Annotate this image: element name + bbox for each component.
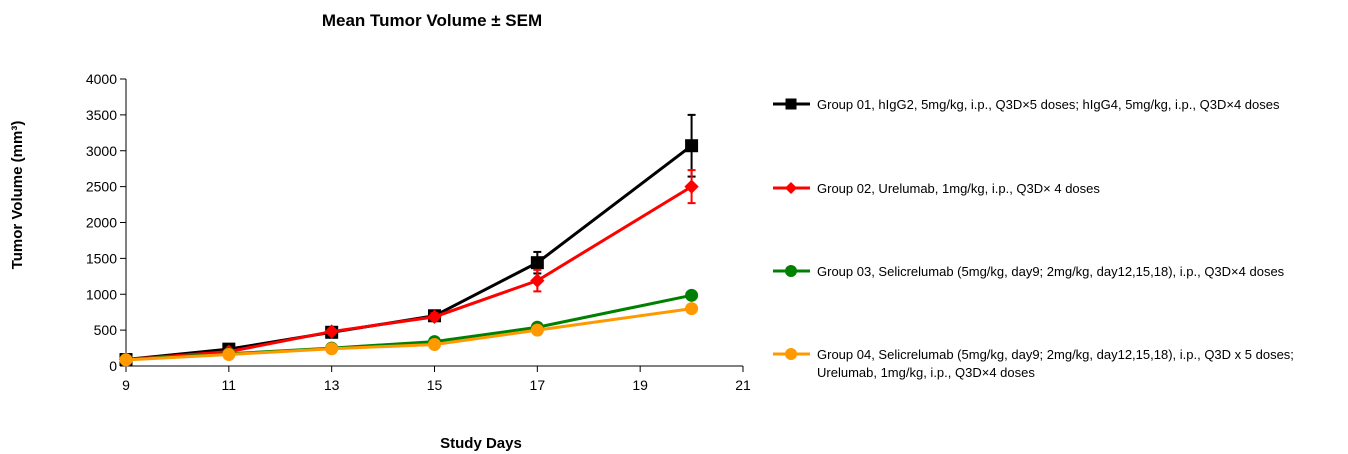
x-tick-label: 19 bbox=[632, 377, 648, 393]
legend-label: Group 04, Selicrelumab (5mg/kg, day9; 2m… bbox=[817, 347, 1294, 362]
series-group-2 bbox=[118, 169, 699, 367]
y-tick-label: 1500 bbox=[86, 250, 117, 266]
y-tick-label: 2500 bbox=[86, 179, 117, 195]
data-point bbox=[685, 139, 699, 153]
legend-item-4: Group 04, Selicrelumab (5mg/kg, day9; 2m… bbox=[773, 347, 1294, 380]
legend-item-1: Group 01, hIgG2, 5mg/kg, i.p., Q3D×5 dos… bbox=[773, 97, 1280, 112]
series-line bbox=[125, 185, 693, 362]
x-tick-label: 9 bbox=[122, 377, 130, 393]
legend-marker bbox=[784, 181, 798, 195]
chart-title: Mean Tumor Volume ± SEM bbox=[322, 11, 542, 30]
data-point bbox=[684, 179, 699, 194]
legend-label: Group 03, Selicrelumab (5mg/kg, day9; 2m… bbox=[817, 264, 1285, 279]
x-tick-label: 21 bbox=[735, 377, 751, 393]
y-tick-label: 500 bbox=[94, 322, 118, 338]
y-tick-label: 3500 bbox=[86, 107, 117, 123]
legend-marker bbox=[785, 265, 797, 277]
data-point bbox=[427, 309, 442, 325]
legend-marker bbox=[785, 348, 797, 360]
series-layer bbox=[118, 113, 699, 367]
legend-item-3: Group 03, Selicrelumab (5mg/kg, day9; 2m… bbox=[773, 264, 1285, 279]
legend-item-2: Group 02, Urelumab, 1mg/kg, i.p., Q3D× 4… bbox=[773, 181, 1100, 196]
y-tick-label: 1000 bbox=[86, 286, 117, 302]
data-point bbox=[530, 273, 545, 288]
x-tick-label: 15 bbox=[427, 377, 443, 393]
series-group-1 bbox=[119, 113, 699, 367]
data-point bbox=[119, 353, 133, 367]
data-point bbox=[325, 342, 339, 356]
legend-label: Group 01, hIgG2, 5mg/kg, i.p., Q3D×5 dos… bbox=[817, 97, 1280, 112]
series-group-4 bbox=[119, 302, 699, 367]
y-tick-label: 4000 bbox=[86, 71, 117, 87]
data-point bbox=[530, 323, 544, 337]
data-point bbox=[428, 337, 441, 351]
x-tick-label: 11 bbox=[222, 377, 237, 393]
x-tick-label: 13 bbox=[324, 377, 340, 393]
data-point bbox=[685, 288, 699, 302]
data-point bbox=[530, 256, 544, 270]
data-point bbox=[685, 302, 699, 316]
legend-marker bbox=[785, 98, 797, 110]
legend: Group 01, hIgG2, 5mg/kg, i.p., Q3D×5 dos… bbox=[773, 97, 1294, 380]
x-axis-label: Study Days bbox=[440, 435, 522, 452]
y-tick-label: 2000 bbox=[86, 215, 117, 231]
data-point bbox=[222, 348, 236, 362]
legend-label: Group 02, Urelumab, 1mg/kg, i.p., Q3D× 4… bbox=[817, 181, 1100, 196]
data-point bbox=[324, 324, 339, 339]
legend-label: Urelumab, 1mg/kg, i.p., Q3D×4 doses bbox=[817, 365, 1035, 380]
series-line bbox=[125, 307, 692, 362]
y-tick-label: 0 bbox=[109, 358, 117, 374]
axes: 0 500 1000 1500 2000 2500 3000 3500 4000 9 11 13 15 1… bbox=[86, 71, 751, 393]
y-tick-label: 3000 bbox=[86, 143, 117, 159]
y-axis-label: Tumor Volume (mm³) bbox=[9, 121, 26, 270]
series-line bbox=[125, 144, 693, 362]
x-tick-label: 17 bbox=[530, 377, 546, 393]
